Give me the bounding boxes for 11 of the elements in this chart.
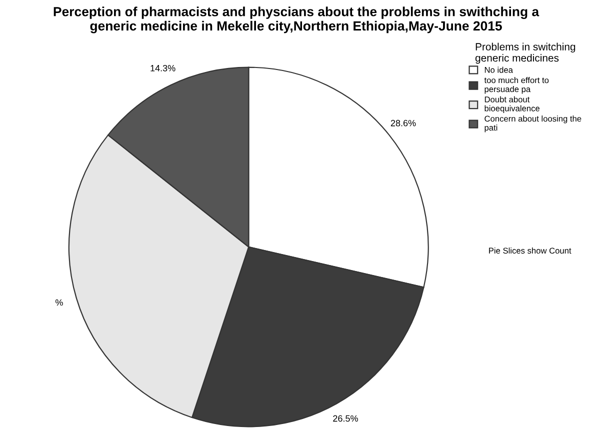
chart-title: Perception of pharmacists and physcians about the problems in swithching a generic medicine in Mekelle city,Northern Ethiopia,May-June 2015	[54, 6, 540, 34]
legend-label: Doubt about bioequivalence	[484, 96, 540, 114]
data-label: 28.6%	[390, 120, 416, 126]
legend-label: too much effort to persuade pa	[484, 77, 549, 94]
data-label: 26.5%	[333, 415, 358, 422]
text: Pie Slices show Count	[489, 247, 572, 254]
data-label: %	[56, 299, 63, 306]
data-label: 14.3%	[150, 64, 176, 72]
legend-label: Concern about loosing the pati	[484, 116, 582, 132]
legend-label: No idea	[484, 66, 513, 73]
legend-title: Problems in switching generic medicines	[475, 42, 576, 64]
